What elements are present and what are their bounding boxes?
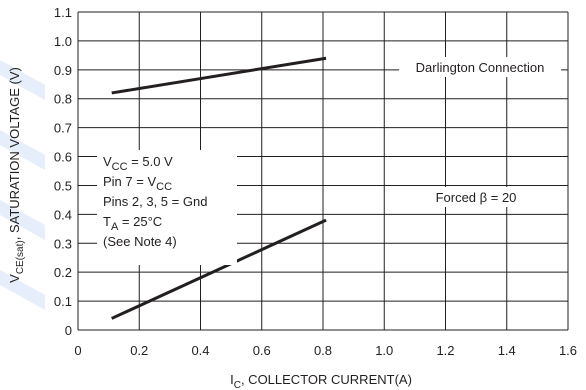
- data-series: [111, 56, 327, 320]
- x-tick-label: 0: [74, 343, 81, 358]
- y-tick-label: 0.9: [54, 63, 72, 78]
- y-tick-labels: 0 0.1 0.2 0.3 0.4 0.5 0.6 0.7 0.8 0.9 1.0 1.1: [54, 5, 72, 338]
- y-tick-label: 0.1: [54, 294, 72, 309]
- x-tick-label: 0.4: [191, 343, 209, 358]
- series-line: [111, 56, 327, 95]
- x-tick-label: 1.4: [498, 343, 516, 358]
- watermark-stripe: [0, 60, 45, 100]
- x-tick-labels: 0 0.2 0.4 0.6 0.8 1.0 1.2 1.4 1.6: [74, 343, 577, 358]
- y-tick-label: 0.5: [54, 178, 72, 193]
- series-line: [111, 218, 327, 320]
- conditions-bg: [97, 150, 237, 265]
- condition-line: Pin 7 = VCC: [103, 174, 172, 193]
- y-tick-label: 0.3: [54, 236, 72, 251]
- x-tick-label: 0.6: [253, 343, 271, 358]
- watermark-stripe: [0, 130, 45, 170]
- y-axis-label: VCE(sat), SATURATION VOLTAGE (V): [7, 67, 26, 283]
- y-tick-label: 0.8: [54, 92, 72, 107]
- series-label-bg: [399, 57, 561, 77]
- watermark-stripe: [0, 200, 45, 240]
- y-tick-label: 1.0: [54, 34, 72, 49]
- condition-line: Pins 2, 3, 5 = Gnd: [103, 194, 207, 209]
- x-tick-label: 1.2: [436, 343, 454, 358]
- x-tick-label: 0.8: [314, 343, 332, 358]
- x-tick-label: 1.6: [559, 343, 577, 358]
- x-tick-label: 1.0: [375, 343, 393, 358]
- y-tick-label: 0.4: [54, 207, 72, 222]
- condition-line: (See Note 4): [103, 234, 177, 249]
- y-tick-label: 1.1: [54, 5, 72, 20]
- watermark-stripe: [0, 270, 45, 310]
- condition-line: TA = 25°C: [103, 214, 162, 233]
- watermark-stripes: [0, 60, 45, 310]
- y-tick-label: 0.7: [54, 121, 72, 136]
- series-label-bg: [417, 187, 535, 207]
- series-label: Darlington Connection: [416, 60, 545, 75]
- x-axis-label: IC, COLLECTOR CURRENT(A): [230, 372, 412, 390]
- series-label: Forced β = 20: [436, 190, 517, 205]
- series-labels: Darlington Connection Forced β = 20: [399, 57, 561, 207]
- x-tick-label: 0.2: [130, 343, 148, 358]
- condition-line: VCC = 5.0 V: [103, 154, 173, 173]
- y-tick-label: 0: [65, 323, 72, 338]
- y-tick-label: 0.2: [54, 265, 72, 280]
- y-tick-label: 0.6: [54, 150, 72, 165]
